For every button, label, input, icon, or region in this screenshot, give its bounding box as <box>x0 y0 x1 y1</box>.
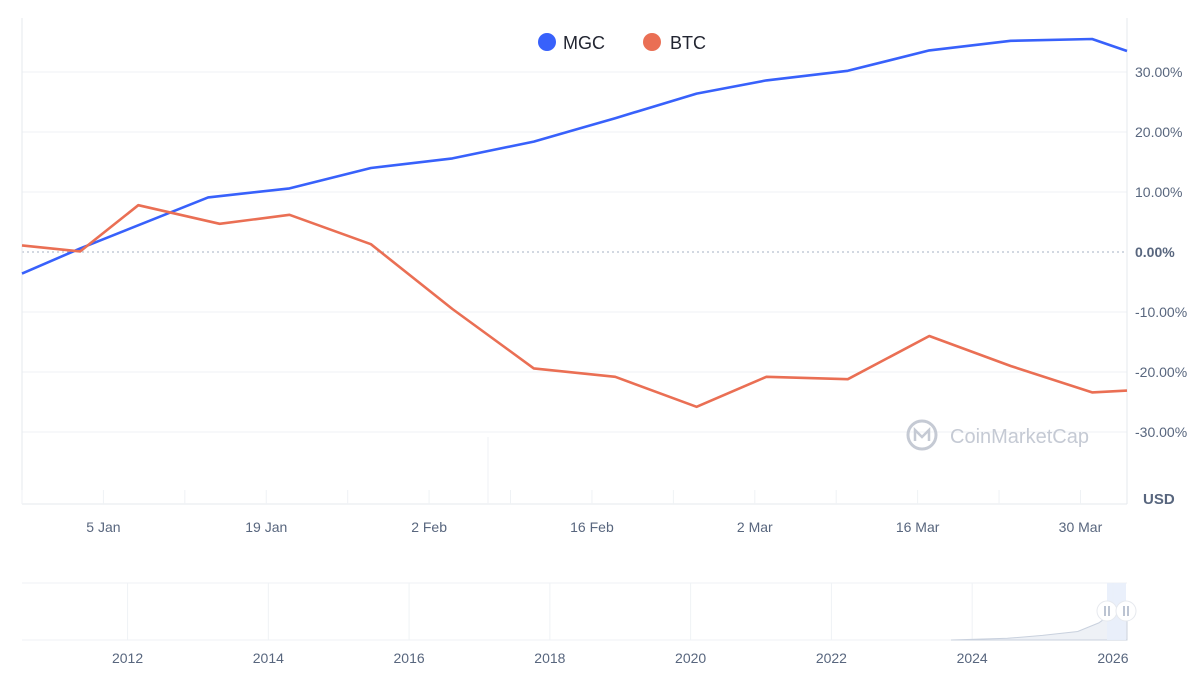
series-layer <box>21 37 1128 409</box>
series-line-btc <box>21 203 1128 409</box>
navigator-tick-label: 2024 <box>957 650 988 666</box>
main-grid <box>22 71 1127 433</box>
y-tick-label: -30.00% <box>1135 424 1187 440</box>
series-line-mgc <box>21 37 1128 275</box>
x-tick-label: 5 Jan <box>86 519 120 535</box>
currency-unit-label: USD <box>1143 491 1175 508</box>
x-axis-ticks: 5 Jan 19 Jan 2 Feb 16 Feb 2 Mar 16 Mar 30 Mar <box>21 490 1103 535</box>
y-tick-label: 30.00% <box>1135 64 1182 80</box>
navigator-area <box>950 607 1128 641</box>
y-tick-label: 20.00% <box>1135 124 1182 140</box>
legend-label-mgc: MGC <box>563 33 605 53</box>
navigator-tick-label: 2016 <box>394 650 425 666</box>
y-tick-label: -20.00% <box>1135 364 1187 380</box>
navigator-tick-label: 2018 <box>534 650 565 666</box>
watermark-text: CoinMarketCap <box>950 426 1089 448</box>
navigator-handle-left[interactable] <box>1096 600 1118 622</box>
legend-item-mgc[interactable]: MGC <box>538 33 605 53</box>
navigator-tick-label: 2014 <box>253 650 284 666</box>
x-tick-label: 2 Feb <box>411 519 447 535</box>
y-tick-label: 0.00% <box>1135 244 1175 260</box>
legend-item-btc[interactable]: BTC <box>643 33 706 53</box>
y-tick-label: 10.00% <box>1135 184 1182 200</box>
y-axis-ticks: 30.00% 20.00% 10.00% 0.00% -10.00% -20.00% -30… <box>1135 64 1187 440</box>
y-tick-label: -10.00% <box>1135 304 1187 320</box>
navigator-tick-label: 2022 <box>816 650 847 666</box>
navigator-handle-right[interactable] <box>1115 600 1137 622</box>
legend: MGC BTC <box>538 33 706 53</box>
legend-marker-btc <box>643 33 661 51</box>
navigator-tick-label: 2026 <box>1097 650 1128 666</box>
x-tick-label: 30 Mar <box>1059 519 1103 535</box>
x-tick-label: 19 Jan <box>245 519 287 535</box>
x-tick-label: 16 Feb <box>570 519 614 535</box>
x-tick-label: 16 Mar <box>896 519 940 535</box>
handle-knob[interactable] <box>1115 600 1137 622</box>
navigator[interactable]: 2012 2014 2016 2018 2020 2022 2024 2026 <box>22 582 1137 666</box>
navigator-tick-label: 2012 <box>112 650 143 666</box>
watermark: CoinMarketCap <box>906 419 1089 451</box>
x-tick-label: 2 Mar <box>737 519 773 535</box>
navigator-tick-label: 2020 <box>675 650 706 666</box>
coinmarketcap-logo-mark-icon <box>913 426 931 441</box>
coinmarketcap-logo-icon <box>906 419 938 451</box>
handle-knob[interactable] <box>1096 600 1118 622</box>
legend-label-btc: BTC <box>670 33 706 53</box>
legend-marker-mgc <box>538 33 556 51</box>
